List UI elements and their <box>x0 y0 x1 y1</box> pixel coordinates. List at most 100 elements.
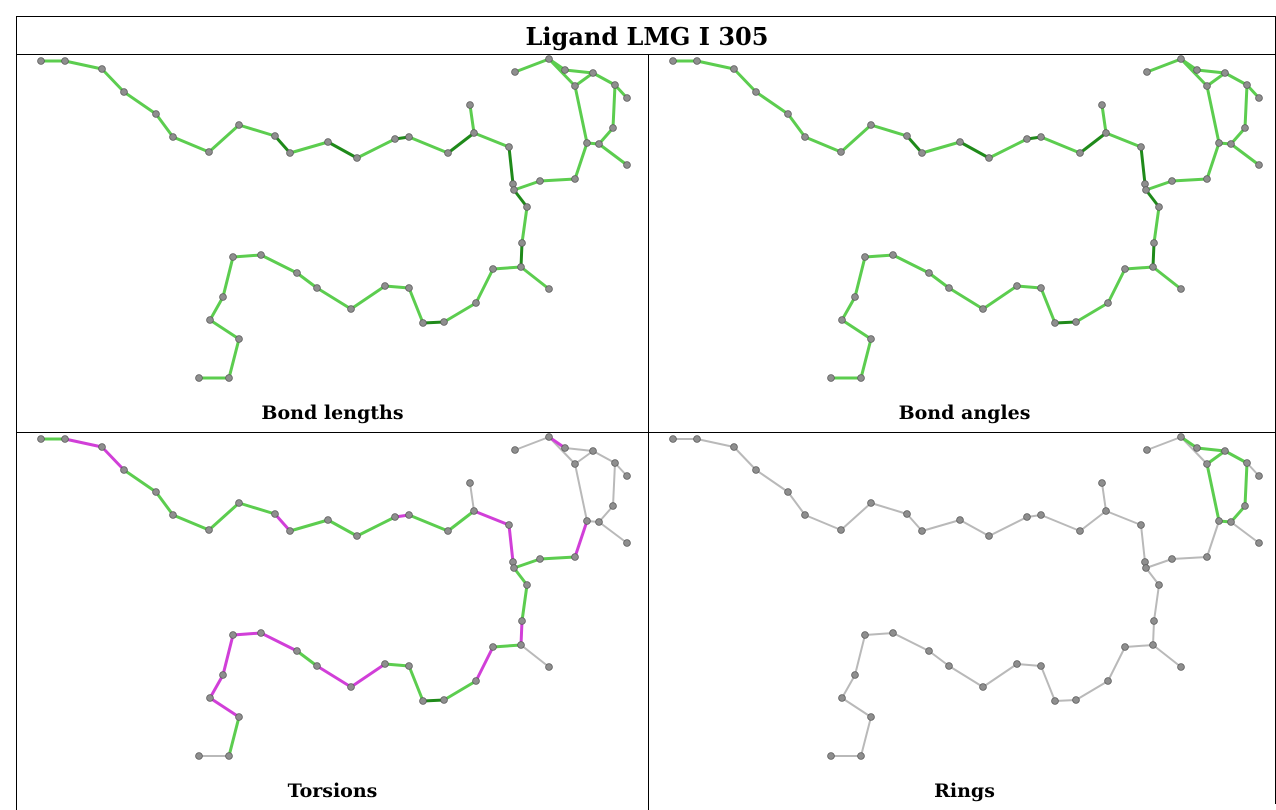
bond <box>1243 83 1249 130</box>
atom <box>510 564 518 572</box>
panel-label-bond-angles: Bond angles <box>898 402 1031 424</box>
bond <box>1075 680 1109 701</box>
atom <box>505 143 513 151</box>
atom <box>381 282 389 290</box>
bond <box>207 123 241 154</box>
atom <box>205 148 213 156</box>
atom <box>609 502 617 510</box>
atom <box>37 435 45 443</box>
atom <box>623 161 631 169</box>
atom <box>518 617 526 625</box>
atom <box>1051 319 1059 327</box>
bond <box>1230 521 1260 544</box>
atom <box>583 517 591 525</box>
bond <box>100 67 126 94</box>
bond <box>841 674 856 699</box>
atom <box>511 68 519 76</box>
atom <box>623 94 631 102</box>
bond <box>1229 142 1261 167</box>
atom <box>1255 94 1263 102</box>
bond <box>1195 446 1227 453</box>
atom <box>837 148 845 156</box>
bond <box>520 205 529 245</box>
atom <box>851 671 859 679</box>
atom <box>609 124 617 132</box>
atom <box>257 251 265 259</box>
atom <box>444 149 452 157</box>
atom <box>945 284 953 292</box>
bond <box>259 253 299 275</box>
atom <box>324 138 332 146</box>
atom <box>489 643 497 651</box>
bond <box>1153 584 1160 622</box>
atom <box>293 269 301 277</box>
atom <box>219 671 227 679</box>
atom <box>979 683 987 691</box>
atom <box>857 374 865 382</box>
atom <box>1149 641 1157 649</box>
atom <box>37 57 45 65</box>
atom <box>419 697 427 705</box>
bond <box>1015 284 1043 290</box>
bond <box>1205 462 1221 523</box>
atom <box>235 121 243 129</box>
bond <box>221 255 235 299</box>
atom <box>545 663 553 671</box>
bond <box>1101 482 1107 512</box>
atom <box>1255 161 1263 169</box>
bond <box>259 631 299 653</box>
molecule-diagram-rings <box>669 433 1263 760</box>
atom <box>801 133 809 141</box>
bond <box>1107 646 1126 682</box>
bond <box>122 468 158 494</box>
bond <box>1140 524 1146 563</box>
bond <box>288 140 330 155</box>
atom <box>61 435 69 443</box>
atom <box>669 435 677 443</box>
bond <box>1104 131 1143 149</box>
atom <box>347 305 355 313</box>
atom <box>1142 564 1150 572</box>
atom <box>1177 433 1185 441</box>
bond <box>469 482 475 512</box>
bond <box>520 644 550 668</box>
bond <box>592 450 616 464</box>
atom <box>523 203 531 211</box>
bond <box>154 112 175 139</box>
atom <box>536 177 544 185</box>
bond <box>519 619 524 647</box>
atom <box>1255 539 1263 547</box>
atom <box>1023 135 1031 143</box>
atom <box>1121 265 1129 273</box>
bond <box>1078 131 1108 155</box>
bond <box>491 643 523 649</box>
atom <box>1013 660 1021 668</box>
atom <box>536 555 544 563</box>
bond <box>315 286 353 311</box>
bond <box>407 135 450 155</box>
bond <box>597 142 629 167</box>
atom <box>152 110 160 118</box>
bond <box>840 318 873 341</box>
atom <box>466 101 474 109</box>
atom <box>611 459 619 467</box>
bond <box>1243 461 1249 508</box>
atom <box>169 133 177 141</box>
bond <box>1039 135 1082 155</box>
bond <box>231 631 263 637</box>
bond <box>507 145 515 186</box>
bond <box>63 437 104 449</box>
bond <box>154 490 175 517</box>
bond <box>512 179 542 192</box>
atom <box>857 752 865 760</box>
bond <box>947 286 985 311</box>
atom <box>956 516 964 524</box>
atom <box>466 479 474 487</box>
atom <box>1013 282 1021 290</box>
atom <box>985 154 993 162</box>
atom <box>1037 662 1045 670</box>
atom <box>918 149 926 157</box>
atom <box>861 631 869 639</box>
atom <box>225 374 233 382</box>
